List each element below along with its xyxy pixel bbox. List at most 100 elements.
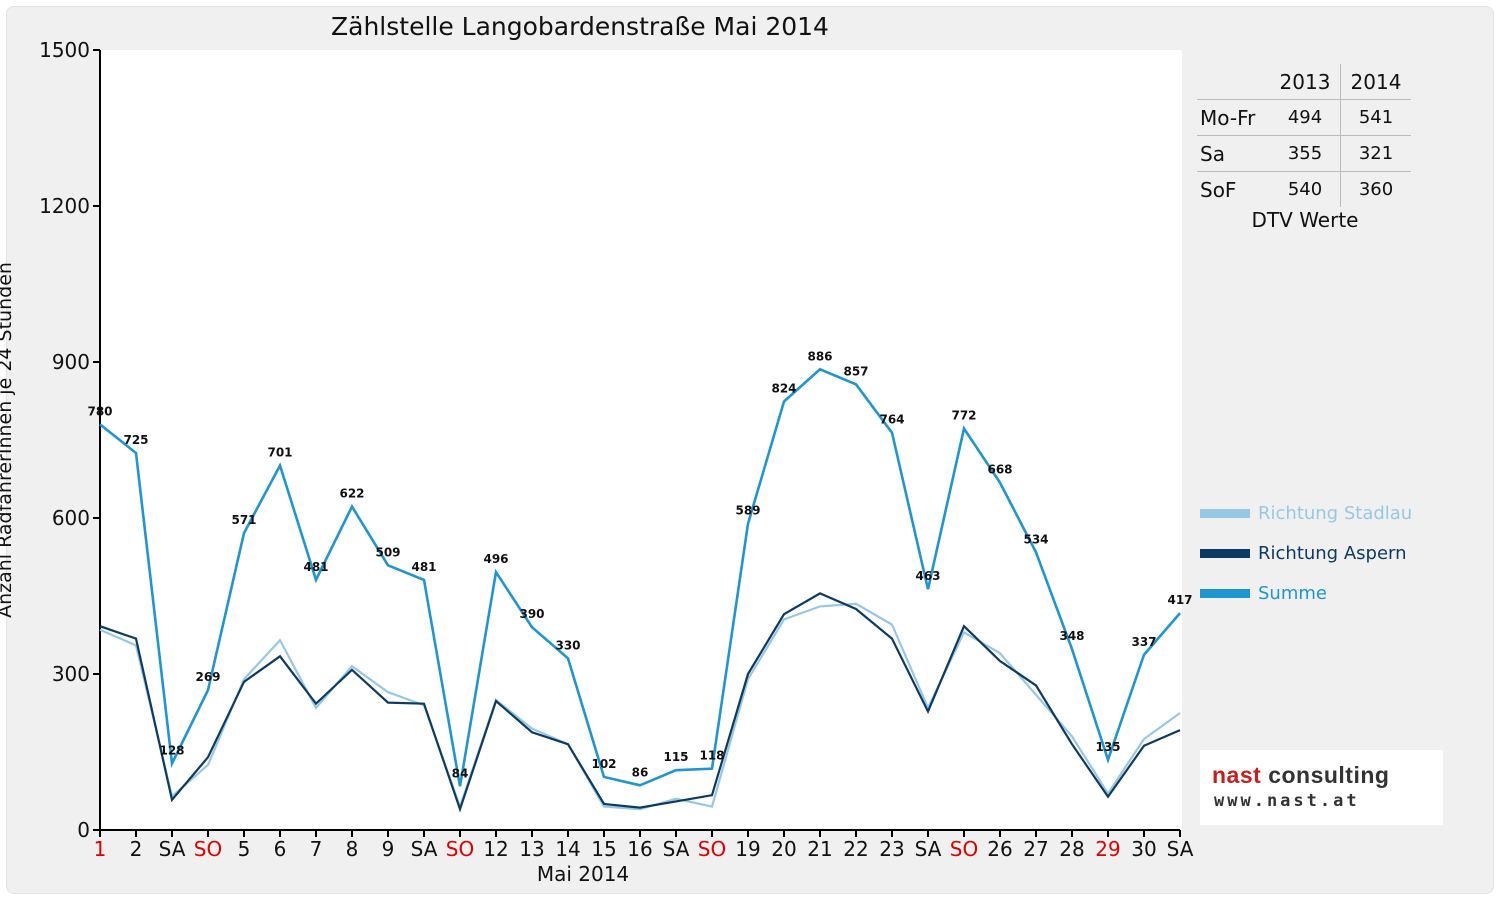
x-tick-label: 23	[879, 837, 904, 861]
x-tick-label: 20	[771, 837, 796, 861]
data-label: 102	[591, 757, 616, 771]
data-label: 115	[663, 750, 688, 764]
data-label: 509	[375, 545, 400, 559]
data-label: 857	[843, 364, 868, 378]
dtv-corner	[1197, 64, 1270, 100]
plot-area	[100, 50, 1182, 830]
legend-swatch-stadlau	[1200, 508, 1250, 518]
dtv-cell: 360	[1340, 171, 1411, 207]
legend-swatch-summe	[1200, 588, 1250, 598]
data-label: 390	[519, 607, 544, 621]
dtv-cell: 541	[1340, 99, 1411, 136]
dtv-cell: 321	[1340, 135, 1411, 172]
legend-label-stadlau: Richtung Stadlau	[1258, 502, 1413, 524]
x-tick-label: SO	[698, 837, 726, 861]
x-tick-label: 14	[555, 837, 580, 861]
x-tick-label: 1	[94, 837, 107, 861]
dtv-table: 2013 2014 Mo-Fr 494 541 Sa 355 321 SoF 5…	[1197, 64, 1411, 207]
x-tick-label: SA	[411, 837, 438, 861]
legend-item-stadlau: Richtung Stadlau	[1200, 493, 1412, 533]
x-tick-label: 21	[807, 837, 832, 861]
dtv-header-2014: 2014	[1340, 64, 1411, 100]
dtv-cell: 355	[1270, 135, 1341, 172]
x-tick-label: 12	[483, 837, 508, 861]
y-tick-label: 1200	[39, 194, 90, 218]
dtv-header-2013: 2013	[1270, 64, 1341, 100]
x-tick-label: 19	[735, 837, 760, 861]
chart-title: Zählstelle Langobardenstraße Mai 2014	[331, 12, 829, 41]
data-label: 348	[1059, 629, 1084, 643]
data-label: 417	[1167, 593, 1192, 607]
dtv-row-sof: SoF 540 360	[1197, 171, 1411, 207]
x-tick-label: SA	[159, 837, 186, 861]
y-tick-label: 0	[77, 818, 90, 842]
dtv-header-row: 2013 2014	[1197, 64, 1411, 100]
data-label: 725	[123, 433, 148, 447]
data-label: 886	[807, 349, 832, 363]
data-label: 481	[303, 560, 328, 574]
data-label: 118	[699, 749, 724, 763]
dtv-cell: 494	[1270, 99, 1341, 136]
x-tick-label: 27	[1023, 837, 1048, 861]
data-label: 764	[879, 413, 904, 427]
dtv-cell: 540	[1287, 179, 1323, 200]
nast-consulting-logo: nast consulting www.nast.at	[1200, 750, 1443, 825]
y-tick-label: 900	[52, 350, 90, 374]
dtv-row-label: SoF	[1200, 177, 1237, 202]
y-tick-label: 1500	[39, 38, 90, 62]
x-tick-label: 29	[1095, 837, 1120, 861]
data-label: 135	[1095, 740, 1120, 754]
data-label: 772	[951, 409, 976, 423]
series-line-2	[99, 592, 1181, 813]
x-tick-label: SO	[194, 837, 222, 861]
data-label: 269	[195, 670, 220, 684]
x-tick-label: 7	[310, 837, 323, 861]
logo-brand-part1: nast	[1212, 762, 1262, 788]
y-tick-label: 600	[52, 506, 90, 530]
x-tick-label: SA	[1167, 837, 1194, 861]
x-tick-label: 26	[987, 837, 1012, 861]
series-line-3	[99, 367, 1181, 787]
data-label: 463	[915, 569, 940, 583]
data-label: 571	[231, 513, 256, 527]
legend-label-summe: Summe	[1258, 582, 1327, 604]
x-tick-label: 5	[238, 837, 251, 861]
x-tick-label: 6	[274, 837, 287, 861]
x-tick-label: SO	[446, 837, 474, 861]
logo-brand: nast consulting	[1212, 762, 1389, 789]
logo-brand-part2: consulting	[1268, 762, 1390, 788]
data-label: 622	[339, 487, 364, 501]
x-tick-label: 30	[1131, 837, 1156, 861]
legend-item-summe: Summe	[1200, 573, 1412, 613]
data-label: 84	[452, 766, 469, 780]
x-tick-label: 15	[591, 837, 616, 861]
legend-item-aspern: Richtung Aspern	[1200, 533, 1412, 573]
x-tick-label: 8	[346, 837, 359, 861]
x-tick-label: 16	[627, 837, 652, 861]
data-label: 496	[483, 552, 508, 566]
x-tick-label: SA	[663, 837, 690, 861]
x-axis-label: Mai 2014	[536, 862, 630, 886]
dtv-row-label: Sa	[1197, 135, 1270, 172]
legend: Richtung Stadlau Richtung Aspern Summe	[1200, 493, 1412, 613]
series-line-1	[99, 602, 1181, 811]
data-label: 589	[735, 504, 760, 518]
data-label: 534	[1023, 532, 1048, 546]
y-tick-label: 300	[52, 662, 90, 686]
data-label: 128	[159, 743, 184, 757]
x-tick-label: 9	[382, 837, 395, 861]
x-tick-label: SO	[950, 837, 978, 861]
data-label: 701	[267, 445, 292, 459]
data-label: 330	[555, 638, 580, 652]
x-tick-label: 13	[519, 837, 544, 861]
dtv-row-sa: Sa 355 321	[1197, 135, 1411, 172]
dtv-caption: DTV Werte	[1251, 208, 1359, 232]
data-label: 337	[1131, 635, 1156, 649]
x-tick-label: 28	[1059, 837, 1084, 861]
dtv-row-label: Mo-Fr	[1197, 99, 1270, 136]
data-label: 824	[771, 382, 796, 396]
legend-label-aspern: Richtung Aspern	[1258, 542, 1407, 564]
x-tick-label: 22	[843, 837, 868, 861]
x-tick-label: SA	[915, 837, 942, 861]
